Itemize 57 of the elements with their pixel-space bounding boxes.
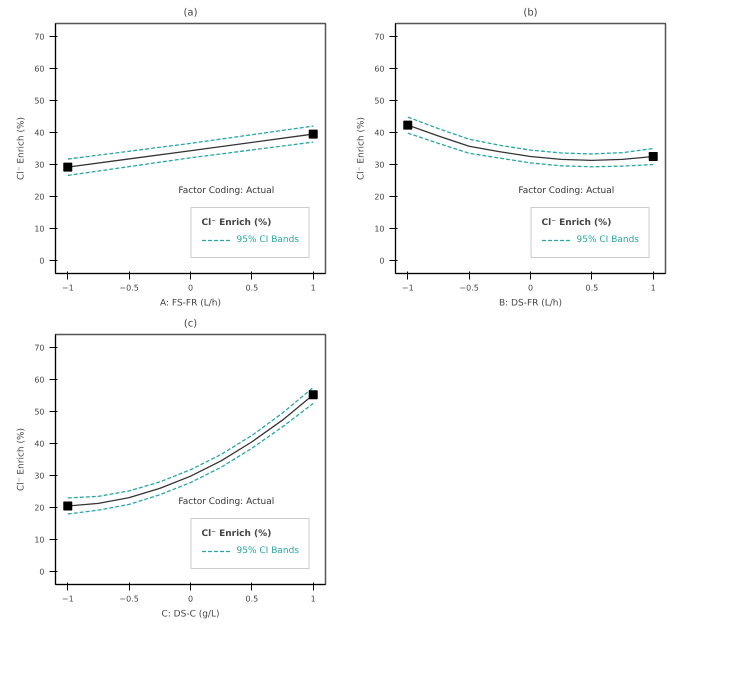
y-tick-label: 50 xyxy=(34,96,45,106)
y-tick-label: 70 xyxy=(34,32,45,42)
y-tick-label: 0 xyxy=(379,256,385,266)
x-tick-label: −0.5 xyxy=(459,284,479,292)
x-tick-label: 0 xyxy=(188,594,194,604)
x-tick-label: −1 xyxy=(62,594,74,604)
legend-label: 95% CI Bands xyxy=(236,234,299,247)
x-axis-title: A: FS-FR (L/h) xyxy=(160,298,221,308)
y-tick-label: 20 xyxy=(34,192,45,202)
y-tick-label: 0 xyxy=(39,256,45,266)
x-tick-label: −0.5 xyxy=(119,594,139,604)
y-tick-label: 60 xyxy=(374,64,385,74)
legend-label: 95% CI Bands xyxy=(236,545,299,558)
y-tick-label: 30 xyxy=(374,160,385,170)
y-axis-title: Cl⁻ Enrich (%) xyxy=(16,428,26,492)
annotation: Factor Coding: Actual xyxy=(518,186,614,196)
y-tick-label: 40 xyxy=(374,128,385,138)
x-tick-label: −1 xyxy=(62,284,74,292)
y-axis-title: Cl⁻ Enrich (%) xyxy=(16,116,26,180)
x-tick-label: 0 xyxy=(188,284,194,292)
y-tick-label: 10 xyxy=(374,224,385,234)
x-tick-label: −0.5 xyxy=(119,284,139,292)
x-tick-label: 1 xyxy=(310,594,316,604)
annotation: Factor Coding: Actual xyxy=(178,186,274,196)
chart-title: (b) xyxy=(523,8,538,18)
y-tick-label: 60 xyxy=(34,64,45,74)
y-axis-title: Cl⁻ Enrich (%) xyxy=(356,116,366,180)
x-axis-title: C: DS-C (g/L) xyxy=(162,610,220,620)
x-tick-label: 0.5 xyxy=(246,594,258,604)
y-tick-label: 40 xyxy=(34,439,45,448)
legend-label: 95% CI Bands xyxy=(576,234,639,247)
legend-title: Cl⁻ Enrich (%) xyxy=(202,218,272,228)
y-tick-label: 10 xyxy=(34,536,45,545)
y-tick-label: 50 xyxy=(374,96,385,106)
y-tick-label: 0 xyxy=(39,568,45,577)
x-tick-label: 1 xyxy=(650,284,656,292)
y-tick-label: 40 xyxy=(34,128,45,138)
y-tick-label: 60 xyxy=(34,375,45,384)
y-tick-label: 70 xyxy=(374,32,385,42)
chart-title: (a) xyxy=(184,8,198,18)
y-tick-label: 30 xyxy=(34,472,45,481)
x-tick-label: 0 xyxy=(528,284,534,292)
y-tick-label: 20 xyxy=(34,504,45,513)
x-tick-label: 1 xyxy=(310,284,316,292)
legend-title: Cl⁻ Enrich (%) xyxy=(542,218,612,228)
x-tick-label: 0.5 xyxy=(246,284,258,292)
x-tick-label: −1 xyxy=(402,284,414,292)
y-tick-label: 50 xyxy=(34,407,45,416)
y-tick-label: 20 xyxy=(374,192,385,202)
annotation: Factor Coding: Actual xyxy=(178,496,274,507)
y-tick-label: 30 xyxy=(34,160,45,170)
y-tick-label: 70 xyxy=(34,343,45,352)
x-tick-label: 0.5 xyxy=(586,284,598,292)
x-axis-title: B: DS-FR (L/h) xyxy=(498,298,562,308)
legend-title: Cl⁻ Enrich (%) xyxy=(202,529,272,539)
y-tick-label: 10 xyxy=(34,224,45,234)
chart-title: (c) xyxy=(184,318,198,330)
